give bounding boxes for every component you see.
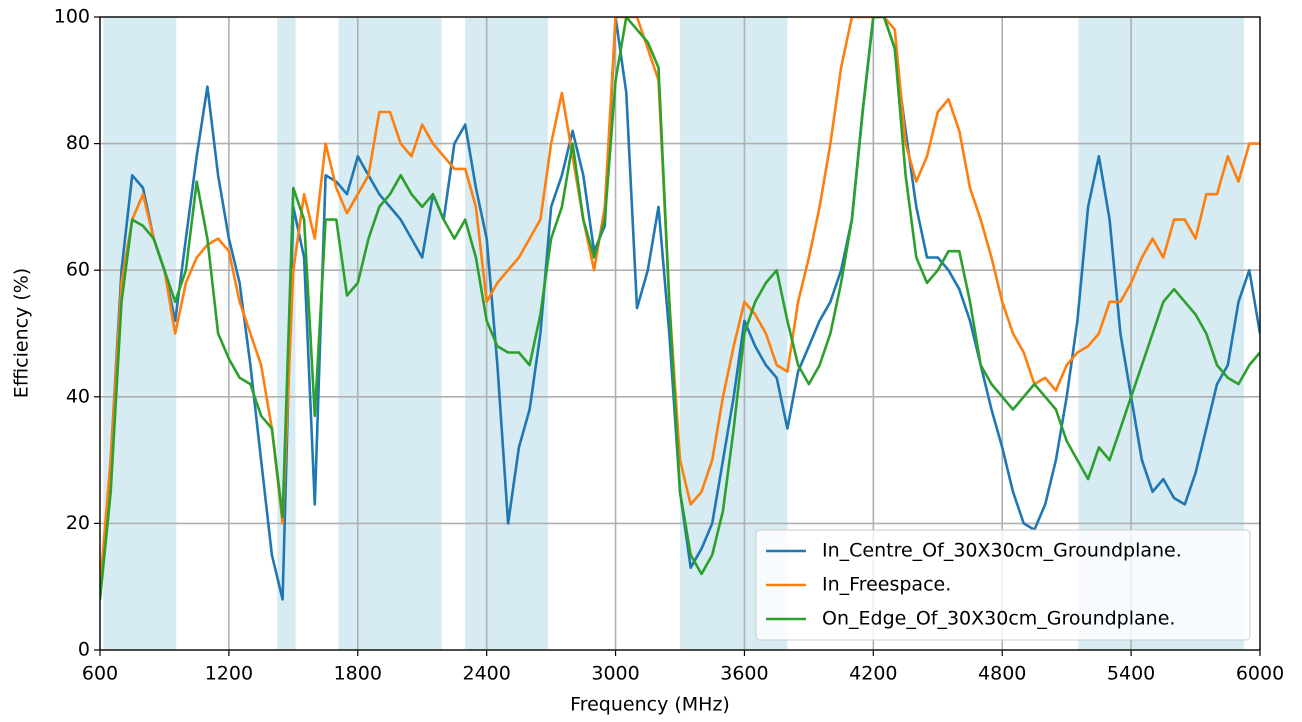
- y-tick-label: 0: [78, 639, 90, 661]
- x-tick-label: 3000: [591, 663, 639, 685]
- band: [277, 17, 296, 650]
- x-tick-label: 4800: [978, 663, 1026, 685]
- band: [103, 17, 177, 650]
- x-tick-label: 3600: [720, 663, 768, 685]
- x-tick-label: 6000: [1236, 663, 1284, 685]
- y-tick-label: 20: [66, 512, 90, 534]
- x-tick-label: 4200: [849, 663, 897, 685]
- x-tick-label: 1200: [205, 663, 253, 685]
- y-tick-label: 100: [54, 6, 90, 28]
- y-tick-label: 40: [66, 385, 90, 407]
- y-tick-label: 80: [66, 132, 90, 154]
- line: [100, 17, 1260, 600]
- legend-box: [755, 529, 1251, 641]
- x-tick-label: 1800: [334, 663, 382, 685]
- y-tick-label: 60: [66, 259, 90, 281]
- legend-label: In_Freespace.: [822, 574, 951, 596]
- x-axis-label: Frequency (MHz): [570, 694, 730, 716]
- legend-label: On_Edge_Of_30X30cm_Groundplane.: [822, 608, 1175, 630]
- x-tick-label: 2400: [462, 663, 510, 685]
- line: [100, 17, 1260, 587]
- x-tick-label: 5400: [1107, 663, 1155, 685]
- band: [338, 17, 442, 650]
- plot-frame: [99, 16, 1261, 651]
- band: [465, 17, 548, 650]
- y-axis-label: Efficiency (%): [11, 268, 33, 398]
- x-tick-label: 600: [82, 663, 118, 685]
- legend-label: In_Centre_Of_30X30cm_Groundplane.: [822, 540, 1182, 562]
